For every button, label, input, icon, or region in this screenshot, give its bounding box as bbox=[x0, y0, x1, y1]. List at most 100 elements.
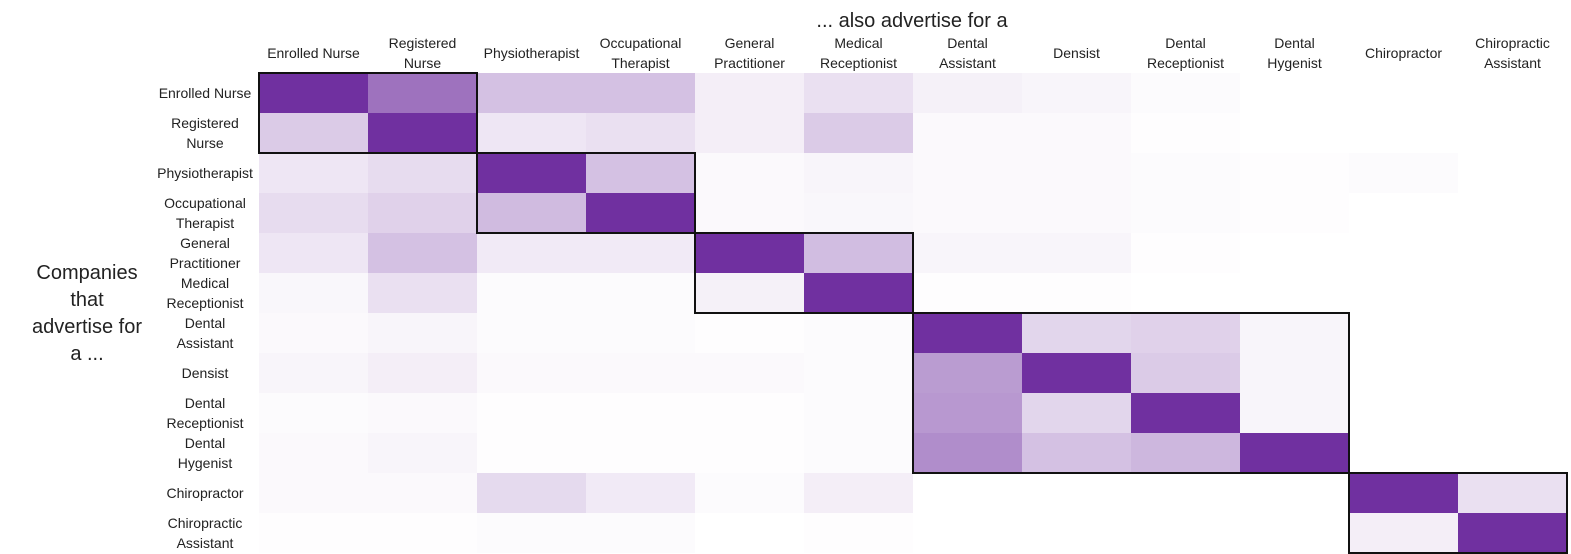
heatmap-cell bbox=[1349, 313, 1458, 353]
heatmap-cell bbox=[695, 113, 804, 153]
heatmap-cell bbox=[1349, 73, 1458, 113]
heatmap-cell bbox=[804, 153, 913, 193]
column-label: Dental Receptionist bbox=[1147, 35, 1224, 71]
heatmap-cell bbox=[913, 473, 1022, 513]
heatmap-cell bbox=[1458, 73, 1567, 113]
heatmap-cell bbox=[368, 513, 477, 553]
heatmap-cell bbox=[1458, 153, 1567, 193]
heatmap-cell bbox=[586, 153, 695, 193]
heatmap-cell bbox=[259, 113, 368, 153]
row-labels: Enrolled Nurse Registered Nurse Physiothera… bbox=[157, 85, 253, 551]
heatmap-cell bbox=[1240, 233, 1349, 273]
heatmap-cell bbox=[586, 313, 695, 353]
heatmap-cell bbox=[695, 153, 804, 193]
heatmap-cell bbox=[586, 433, 695, 473]
column-label: Registered Nurse bbox=[389, 35, 457, 71]
heatmap-cell bbox=[477, 113, 586, 153]
row-label: Enrolled Nurse bbox=[159, 85, 252, 101]
row-label: Registered Nurse bbox=[171, 115, 239, 151]
heatmap-cell bbox=[1458, 433, 1567, 473]
heatmap-cell bbox=[804, 73, 913, 113]
heatmap-cell bbox=[586, 73, 695, 113]
heatmap-cell bbox=[1131, 273, 1240, 313]
heatmap-cell bbox=[368, 433, 477, 473]
heatmap-cell bbox=[1022, 153, 1131, 193]
heatmap-cell bbox=[1458, 313, 1567, 353]
heatmap-cell bbox=[695, 193, 804, 233]
heatmap-cell bbox=[1131, 113, 1240, 153]
heatmap-cell bbox=[695, 73, 804, 113]
heatmap-cell bbox=[1022, 393, 1131, 433]
heatmap-cell bbox=[368, 113, 477, 153]
heatmap-cell bbox=[1458, 393, 1567, 433]
heatmap-cell bbox=[477, 73, 586, 113]
column-label: Occupational Therapist bbox=[600, 35, 682, 71]
heatmap-cell bbox=[695, 313, 804, 353]
heatmap-cell bbox=[259, 193, 368, 233]
cluster-box bbox=[258, 72, 478, 154]
heatmap-cell bbox=[913, 233, 1022, 273]
heatmap-cell bbox=[368, 153, 477, 193]
heatmap-cell bbox=[804, 113, 913, 153]
heatmap-cell bbox=[804, 233, 913, 273]
heatmap-cell bbox=[368, 233, 477, 273]
row-label: Physiotherapist bbox=[157, 165, 253, 181]
heatmap-cell bbox=[1349, 273, 1458, 313]
row-label: Medical Receptionist bbox=[166, 275, 243, 311]
heatmap-cell bbox=[913, 433, 1022, 473]
heatmap-cell bbox=[913, 513, 1022, 553]
heatmap-cell bbox=[1240, 353, 1349, 393]
heatmap-cell bbox=[1022, 353, 1131, 393]
heatmap-cell bbox=[1022, 473, 1131, 513]
heatmap-cell bbox=[1240, 473, 1349, 513]
heatmap-cell bbox=[1022, 113, 1131, 153]
y-axis-title: Companies that advertise for a ... bbox=[32, 262, 142, 365]
column-label: Medical Receptionist bbox=[820, 35, 897, 71]
heatmap-cell bbox=[259, 513, 368, 553]
column-label: Chiropractic Assistant bbox=[1475, 35, 1550, 71]
heatmap-cell bbox=[913, 113, 1022, 153]
heatmap-cell bbox=[695, 233, 804, 273]
heatmap-cell bbox=[804, 193, 913, 233]
heatmap-cell bbox=[259, 473, 368, 513]
heatmap-cell bbox=[368, 313, 477, 353]
heatmap-cell bbox=[1022, 73, 1131, 113]
heatmap-cell bbox=[913, 393, 1022, 433]
heatmap-cell bbox=[804, 473, 913, 513]
heatmap-cell bbox=[1458, 113, 1567, 153]
heatmap-cell bbox=[586, 353, 695, 393]
heatmap-cell bbox=[1458, 233, 1567, 273]
heatmap-cell bbox=[913, 193, 1022, 233]
heatmap-cell bbox=[368, 73, 477, 113]
heatmap-cell bbox=[477, 353, 586, 393]
heatmap-cell bbox=[1240, 393, 1349, 433]
heatmap-cell bbox=[804, 313, 913, 353]
heatmap-cell bbox=[1131, 233, 1240, 273]
heatmap-cell bbox=[695, 393, 804, 433]
row-label: Occupational Therapist bbox=[164, 195, 246, 231]
heatmap-cell bbox=[586, 513, 695, 553]
heatmap-cell bbox=[1240, 73, 1349, 113]
heatmap-cell bbox=[368, 273, 477, 313]
heatmap-cell bbox=[259, 313, 368, 353]
heatmap-cell bbox=[1240, 433, 1349, 473]
heatmap-cell bbox=[1131, 153, 1240, 193]
heatmap-cell bbox=[477, 313, 586, 353]
heatmap-cell bbox=[1022, 433, 1131, 473]
heatmap-cell bbox=[1349, 193, 1458, 233]
heatmap-cell bbox=[1458, 353, 1567, 393]
cluster-box bbox=[912, 312, 1350, 474]
heatmap-cell bbox=[477, 193, 586, 233]
heatmap-cell bbox=[259, 233, 368, 273]
heatmap-cell bbox=[477, 433, 586, 473]
heatmap-cell bbox=[1458, 513, 1567, 553]
heatmap-cell bbox=[1022, 233, 1131, 273]
heatmap-cell bbox=[259, 433, 368, 473]
heatmap-cell bbox=[586, 193, 695, 233]
heatmap-cell bbox=[913, 73, 1022, 113]
heatmap-cell bbox=[586, 473, 695, 513]
heatmap-cell bbox=[804, 353, 913, 393]
heatmap-cell bbox=[1240, 153, 1349, 193]
heatmap-cell bbox=[1240, 513, 1349, 553]
heatmap-cell bbox=[368, 353, 477, 393]
